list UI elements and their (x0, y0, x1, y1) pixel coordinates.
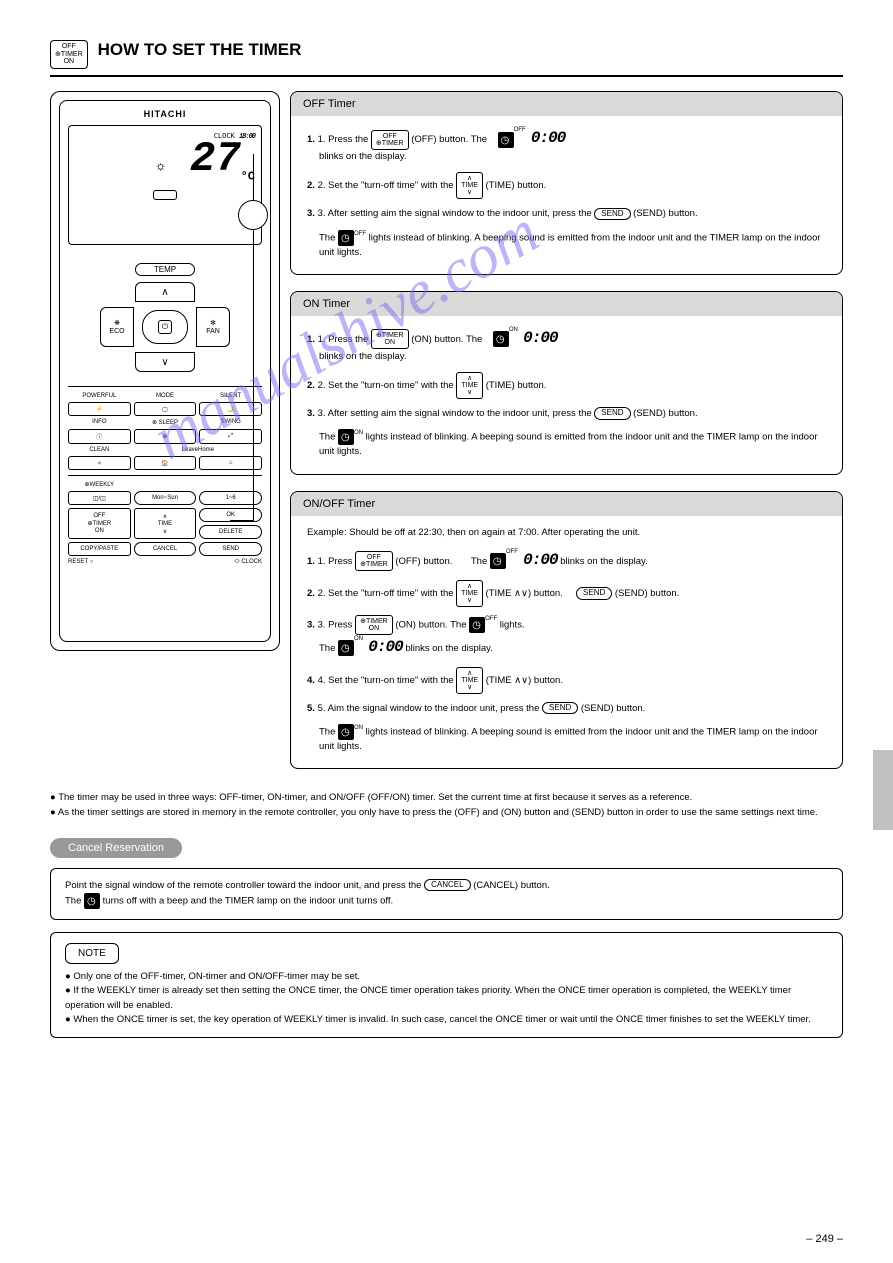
timer-on-icon (493, 331, 509, 347)
cancel-btn-icon: CANCEL (424, 879, 470, 891)
dpad: ∧ ∨ ❋ECO ✻FAN ⏻ (100, 282, 230, 372)
timer-on-icon-4 (338, 724, 354, 740)
time-btn-icon-4: ∧TIME∨ (456, 667, 483, 694)
sleep-button[interactable]: ⊕ (134, 429, 197, 444)
on-timer-btn-icon: ⊕TIMERON (371, 329, 409, 349)
temp-up-button[interactable]: ∧ (135, 282, 195, 302)
time-btn-icon-2: ∧TIME∨ (456, 372, 483, 399)
lcd-display: CLOCK 18:00 ☼ 27°C (68, 125, 262, 245)
power-button[interactable]: ⏻ (142, 310, 188, 344)
off-btn-icon-3: OFF⊕TIMER (355, 551, 393, 571)
timer-off-icon-4 (469, 617, 485, 633)
bullet-1: ● The timer may be used in three ways: O… (50, 791, 843, 805)
callout-circle (238, 200, 268, 230)
onoff-timer-heading: ON/OFF Timer (291, 492, 842, 516)
powerful-button[interactable]: ⚡ (68, 402, 131, 416)
side-tab (873, 750, 893, 830)
timer-icon-cancel (84, 893, 100, 909)
swing-icon (153, 190, 177, 200)
fan-button[interactable]: ✻FAN (196, 307, 230, 347)
off-timer-on-button[interactable]: OFF⊕TIMERON (68, 508, 131, 539)
info-button[interactable]: ⓘ (68, 429, 131, 444)
monsun-button[interactable]: Mon~Sun (134, 491, 197, 505)
header-timer-icon: OFF ⊕TIMER ON (50, 40, 88, 69)
timer-on-icon-2 (338, 429, 354, 445)
send-btn-icon-4: SEND (542, 702, 578, 714)
cancel-reservation-box: Point the signal window of the remote co… (50, 868, 843, 920)
send-btn-icon-3: SEND (576, 587, 612, 599)
remote-controller-diagram: HITACHI CLOCK 18:00 ☼ 27°C TEMP ∧ ∨ ❋ECO… (50, 91, 280, 651)
timer-off-icon (498, 132, 514, 148)
temp-label: TEMP (135, 263, 195, 276)
leavehome-button[interactable]: 🏠 (134, 456, 197, 470)
off-timer-heading: OFF Timer (291, 92, 842, 116)
copypaste-button[interactable]: COPY/PASTE (68, 542, 131, 556)
timer-off-icon-2 (338, 230, 354, 246)
send-btn-icon: SEND (594, 208, 630, 220)
send-btn-icon-2: SEND (594, 407, 630, 419)
time-button[interactable]: ∧TIME∨ (134, 508, 197, 539)
timer-on-icon-3 (338, 640, 354, 656)
temp-down-button[interactable]: ∨ (135, 352, 195, 372)
page-title: HOW TO SET THE TIMER (98, 40, 302, 60)
on-timer-panel: ON Timer 1. 1. Press the ⊕TIMERON (ON) b… (290, 291, 843, 475)
page-number: – 249 – (806, 1233, 843, 1245)
time-btn-icon: ∧TIME∨ (456, 172, 483, 199)
clean-button[interactable]: ✧ (68, 456, 131, 470)
note-box: NOTE ● Only one of the OFF-timer, ON-tim… (50, 932, 843, 1038)
weekly-button[interactable]: ◫/◫ (68, 491, 131, 505)
bullet-2: ● As the timer settings are stored in me… (50, 806, 843, 820)
cancel-reservation-heading: Cancel Reservation (50, 838, 182, 858)
on-btn-icon-3: ⊕TIMERON (355, 615, 393, 635)
brand-label: HITACHI (68, 109, 262, 119)
off-timer-panel: OFF Timer 1. 1. Press the OFF⊕TIMER (OFF… (290, 91, 843, 275)
cancel-button[interactable]: CANCEL (134, 542, 197, 556)
off-timer-btn-icon: OFF⊕TIMER (371, 130, 409, 150)
mode-button[interactable]: ▢ (134, 402, 197, 416)
delete-button[interactable]: DELETE (199, 525, 262, 539)
time-btn-icon-3: ∧TIME∨ (456, 580, 483, 607)
note-label: NOTE (65, 943, 119, 964)
onoff-timer-panel: ON/OFF Timer Example: Should be off at 2… (290, 491, 843, 770)
timer-off-icon-3 (490, 553, 506, 569)
eco-button[interactable]: ❋ECO (100, 307, 134, 347)
send-button[interactable]: SEND (199, 542, 262, 556)
on-timer-heading: ON Timer (291, 292, 842, 316)
